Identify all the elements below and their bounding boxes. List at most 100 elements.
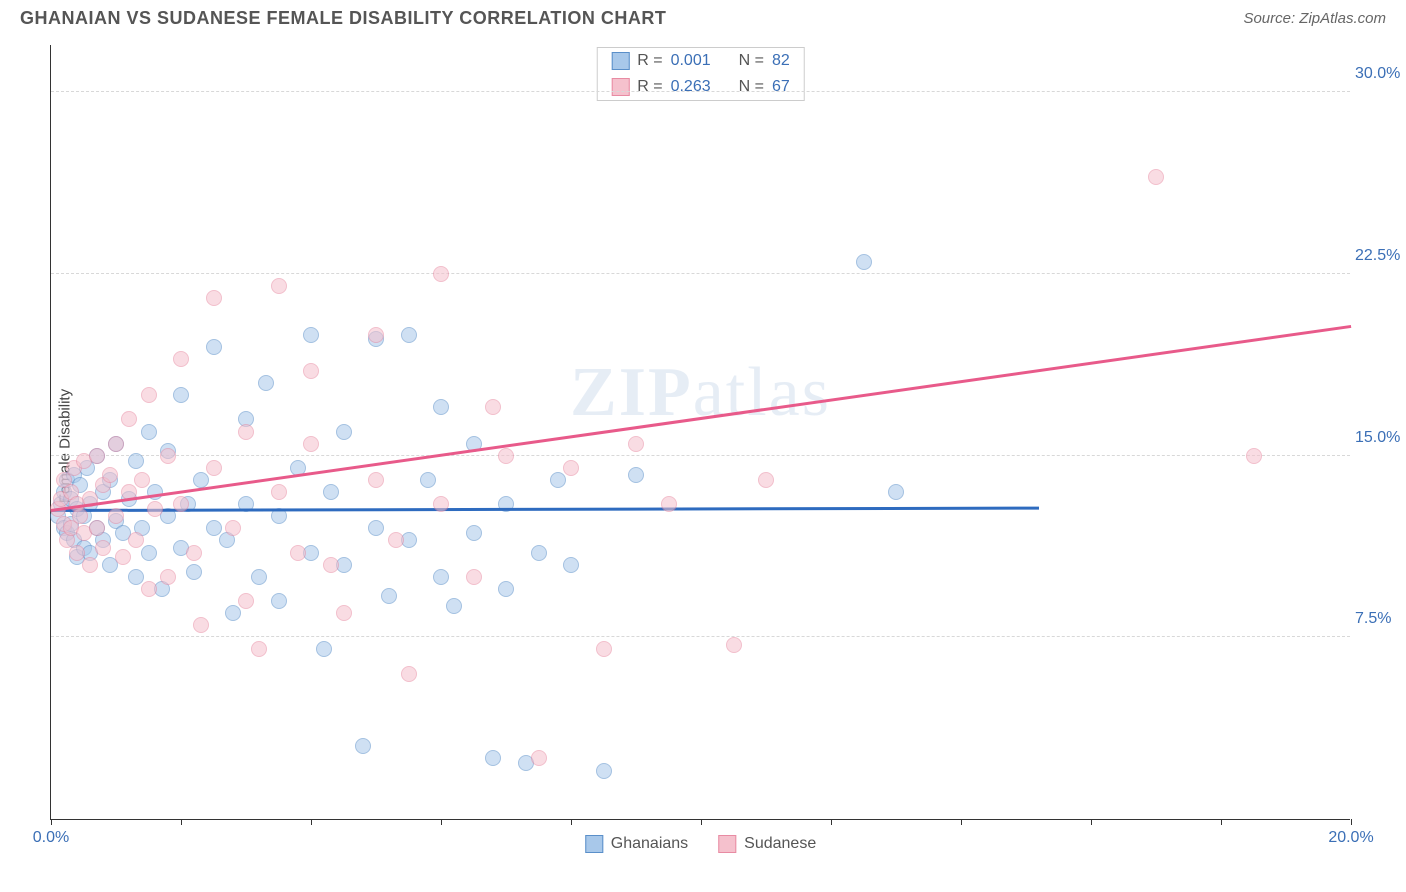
legend-swatch: [611, 78, 629, 96]
data-point: [134, 472, 150, 488]
data-point: [303, 363, 319, 379]
x-tick-label: 0.0%: [33, 829, 69, 847]
data-point: [401, 666, 417, 682]
data-point: [147, 501, 163, 517]
data-point: [115, 549, 131, 565]
data-point: [141, 424, 157, 440]
scatter-chart: ZIPatlas R = 0.001N = 82R = 0.263N = 67 …: [50, 45, 1350, 820]
data-point: [1148, 169, 1164, 185]
legend-series-item: Sudanese: [718, 835, 816, 853]
data-point: [89, 448, 105, 464]
x-tick: [571, 819, 572, 825]
data-point: [446, 598, 462, 614]
data-point: [485, 399, 501, 415]
data-point: [433, 399, 449, 415]
x-tick: [181, 819, 182, 825]
watermark-light: atlas: [693, 354, 831, 431]
data-point: [89, 520, 105, 536]
data-point: [466, 525, 482, 541]
data-point: [193, 472, 209, 488]
y-tick-label: 30.0%: [1355, 65, 1406, 83]
data-point: [271, 484, 287, 500]
legend-series-item: Ghanaians: [585, 835, 688, 853]
r-label: R =: [637, 52, 662, 70]
x-tick: [311, 819, 312, 825]
legend-stat-row: R = 0.001N = 82: [597, 48, 804, 74]
x-tick: [1091, 819, 1092, 825]
data-point: [72, 508, 88, 524]
data-point: [206, 290, 222, 306]
data-point: [186, 564, 202, 580]
data-point: [82, 557, 98, 573]
data-point: [173, 387, 189, 403]
data-point: [563, 460, 579, 476]
data-point: [128, 453, 144, 469]
data-point: [258, 375, 274, 391]
chart-header: GHANAIAN VS SUDANESE FEMALE DISABILITY C…: [0, 0, 1406, 33]
data-point: [128, 532, 144, 548]
y-tick-label: 22.5%: [1355, 247, 1406, 265]
data-point: [531, 750, 547, 766]
gridline: [51, 273, 1350, 274]
data-point: [108, 436, 124, 452]
data-point: [368, 327, 384, 343]
data-point: [141, 581, 157, 597]
data-point: [401, 327, 417, 343]
data-point: [160, 448, 176, 464]
r-value: 0.001: [671, 52, 711, 70]
n-value: 67: [772, 78, 790, 96]
r-label: R =: [637, 78, 662, 96]
data-point: [856, 254, 872, 270]
data-point: [206, 339, 222, 355]
data-point: [596, 763, 612, 779]
data-point: [128, 569, 144, 585]
x-tick: [961, 819, 962, 825]
data-point: [368, 472, 384, 488]
data-point: [368, 520, 384, 536]
data-point: [498, 581, 514, 597]
data-point: [186, 545, 202, 561]
data-point: [531, 545, 547, 561]
data-point: [206, 460, 222, 476]
y-tick-label: 7.5%: [1355, 610, 1406, 628]
data-point: [485, 750, 501, 766]
n-label: N =: [739, 78, 764, 96]
data-point: [1246, 448, 1262, 464]
data-point: [206, 520, 222, 536]
data-point: [563, 557, 579, 573]
data-point: [225, 605, 241, 621]
x-tick-label: 20.0%: [1328, 829, 1373, 847]
data-point: [251, 569, 267, 585]
data-point: [290, 545, 306, 561]
legend-series-label: Sudanese: [744, 835, 816, 853]
x-tick: [441, 819, 442, 825]
legend-series-label: Ghanaians: [611, 835, 688, 853]
x-tick: [831, 819, 832, 825]
data-point: [550, 472, 566, 488]
data-point: [271, 278, 287, 294]
data-point: [303, 436, 319, 452]
data-point: [69, 545, 85, 561]
data-point: [147, 484, 163, 500]
data-point: [355, 738, 371, 754]
data-point: [661, 496, 677, 512]
data-point: [388, 532, 404, 548]
data-point: [628, 436, 644, 452]
data-point: [193, 617, 209, 633]
data-point: [160, 569, 176, 585]
data-point: [596, 641, 612, 657]
x-tick: [701, 819, 702, 825]
data-point: [102, 467, 118, 483]
data-point: [498, 448, 514, 464]
x-tick: [1351, 819, 1352, 825]
data-point: [726, 637, 742, 653]
data-point: [121, 411, 137, 427]
gridline: [51, 91, 1350, 92]
data-point: [238, 593, 254, 609]
legend-series: Ghanaians Sudanese: [585, 835, 816, 853]
data-point: [888, 484, 904, 500]
data-point: [141, 545, 157, 561]
gridline: [51, 455, 1350, 456]
data-point: [381, 588, 397, 604]
gridline: [51, 636, 1350, 637]
